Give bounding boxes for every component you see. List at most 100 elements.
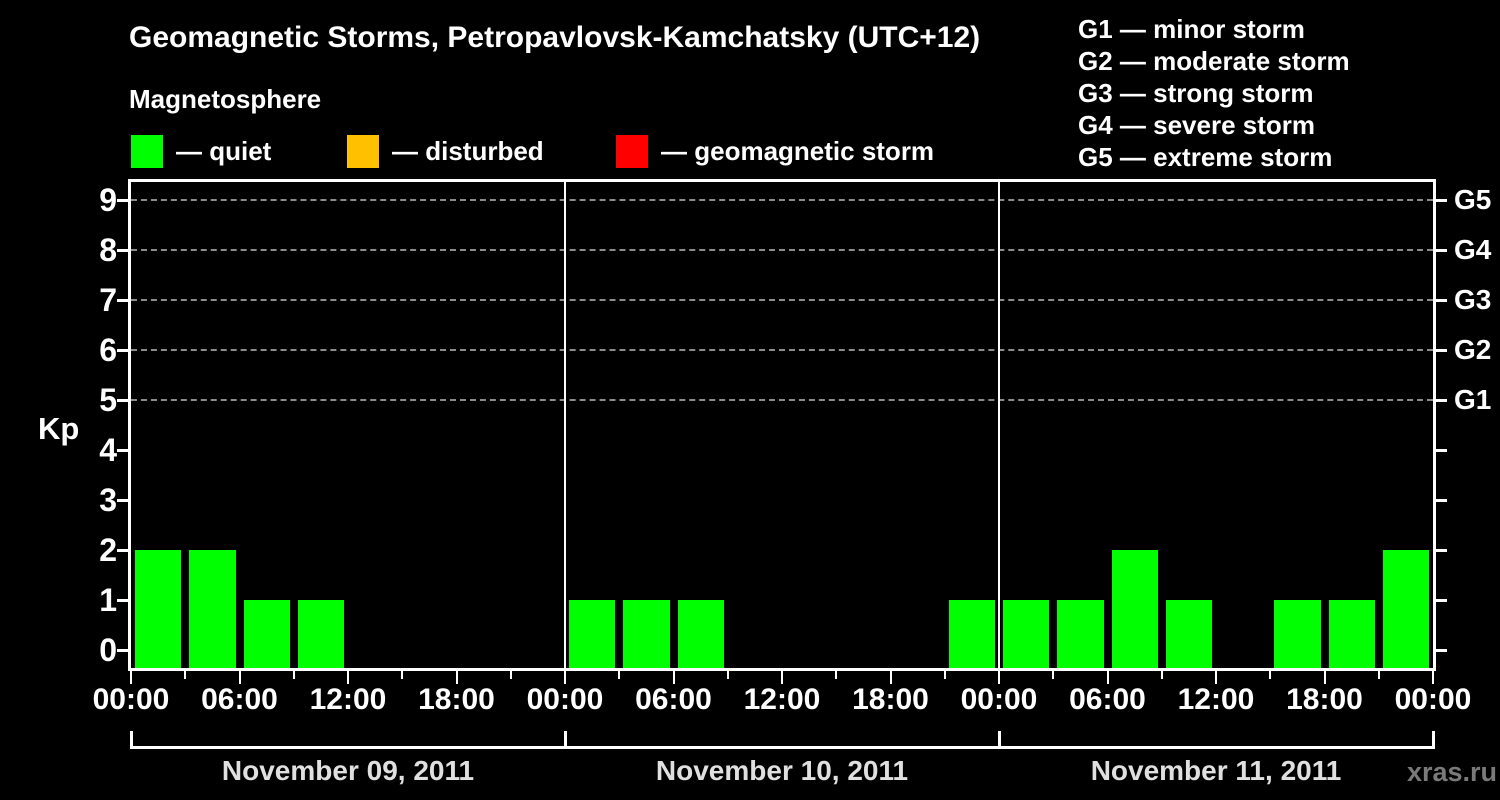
- y-axis-tick-left: [117, 649, 128, 652]
- x-axis-time-label: 06:00: [201, 683, 278, 716]
- legend-item-label: — geomagnetic storm: [661, 135, 935, 166]
- x-axis-time-label: 18:00: [1286, 683, 1363, 716]
- right-axis-g-label: G3: [1454, 284, 1492, 315]
- x-axis-tick: [1377, 671, 1380, 679]
- x-axis-tick: [1323, 671, 1326, 684]
- kp-bar: [297, 600, 344, 668]
- date-bracket-riser: [130, 731, 133, 749]
- y-axis-tick-right: [1436, 199, 1447, 202]
- y-axis-label: 8: [99, 232, 117, 268]
- y-axis-tick-left: [117, 399, 128, 402]
- x-axis-tick: [184, 671, 187, 679]
- y-axis-tick-left: [117, 249, 128, 252]
- g-scale-legend: G1 — minor storm G2 — moderate storm G3 — …: [1078, 13, 1350, 173]
- day-separator: [998, 182, 1000, 668]
- plot-area: [128, 179, 1436, 671]
- x-axis-tick: [564, 671, 566, 684]
- x-axis-time-label: 00:00: [1394, 683, 1472, 716]
- disturbed-color-swatch: [347, 134, 379, 168]
- kp-bar: [1165, 600, 1212, 668]
- x-axis-tick: [889, 671, 892, 684]
- x-axis-tick: [238, 671, 241, 684]
- x-axis-tick: [401, 671, 404, 679]
- y-axis-tick-left: [117, 299, 128, 302]
- g-scale-legend-item: G3 — strong storm: [1078, 78, 1314, 108]
- y-axis-tick-left: [117, 199, 128, 202]
- y-axis-tick-right: [1436, 349, 1447, 352]
- kp-bar: [948, 600, 995, 668]
- kp-bar: [1003, 600, 1050, 668]
- gridline-kp-5: [131, 399, 1433, 401]
- date-bracket-riser: [998, 731, 1001, 749]
- right-axis-g-label: G5: [1454, 184, 1492, 215]
- g-scale-legend-item: G5 — extreme storm: [1078, 142, 1333, 172]
- g-scale-legend-item: G4 — severe storm: [1078, 110, 1316, 140]
- x-axis-time-label: 18:00: [852, 683, 929, 716]
- date-label: November 11, 2011: [1090, 755, 1342, 786]
- gridline-kp-6: [131, 349, 1433, 351]
- kp-bar: [1274, 600, 1321, 668]
- y-axis-label: 7: [99, 282, 117, 318]
- x-axis-tick: [1052, 671, 1055, 679]
- x-axis-time-label: 00:00: [960, 683, 1038, 716]
- legend-item-quiet: — quiet: [131, 134, 271, 168]
- kp-bar: [1382, 550, 1429, 668]
- x-axis-time-label: 18:00: [418, 683, 495, 716]
- date-label: November 09, 2011: [221, 755, 475, 786]
- x-axis-tick: [1160, 671, 1163, 679]
- x-axis-time-label: 12:00: [1177, 683, 1255, 716]
- date-bracket-riser: [564, 731, 567, 749]
- x-axis-tick: [726, 671, 729, 679]
- x-axis-time-label: 00:00: [92, 683, 170, 716]
- x-axis-time-label: 12:00: [309, 683, 387, 716]
- x-axis-tick: [1106, 671, 1109, 684]
- kp-bar: [1057, 600, 1104, 668]
- right-axis-g-label: G2: [1454, 334, 1492, 365]
- x-axis-tick: [943, 671, 946, 679]
- y-axis-label: 6: [99, 332, 117, 368]
- x-axis-tick: [347, 671, 349, 684]
- date-bracket-riser: [1432, 731, 1435, 749]
- y-axis-tick-left: [117, 349, 128, 352]
- legend-item-geomagnetic-storm: — geomagnetic storm: [616, 134, 934, 168]
- y-axis-tick-right: [1436, 599, 1447, 602]
- x-axis-tick: [781, 671, 783, 684]
- y-axis-label: 1: [99, 582, 117, 618]
- x-axis-tick: [1432, 671, 1434, 684]
- legend-item-disturbed: — disturbed: [347, 134, 544, 168]
- y-axis-tick-left: [117, 549, 128, 552]
- kp-bar: [623, 600, 670, 668]
- x-axis-tick: [618, 671, 621, 679]
- y-axis-tick-left: [117, 449, 128, 452]
- y-axis-tick-right: [1436, 299, 1447, 302]
- y-axis-tick-right: [1436, 499, 1447, 502]
- x-axis-time-label: 12:00: [743, 683, 821, 716]
- legend-item-label: — quiet: [176, 135, 272, 166]
- x-axis-tick: [509, 671, 512, 679]
- day-separator: [564, 182, 566, 668]
- date-bracket: [131, 746, 1433, 749]
- y-axis-tick-right: [1436, 449, 1447, 452]
- kp-bar: [1111, 550, 1158, 668]
- x-axis-tick: [835, 671, 838, 679]
- y-axis-label: 4: [99, 432, 117, 468]
- y-axis-tick-right: [1436, 549, 1447, 552]
- x-axis-time-label: 06:00: [1069, 683, 1146, 716]
- y-axis-label: 9: [99, 182, 117, 218]
- x-axis-tick: [998, 671, 1000, 684]
- g-scale-legend-item: G1 — minor storm: [1078, 14, 1305, 44]
- x-axis-tick: [130, 671, 132, 684]
- x-axis-tick: [455, 671, 458, 684]
- x-axis-tick: [1269, 671, 1272, 679]
- kp-bar: [135, 550, 182, 668]
- kp-bar: [1328, 600, 1375, 668]
- x-axis-tick: [1215, 671, 1217, 684]
- date-label: November 10, 2011: [655, 755, 909, 786]
- y-axis-tick-right: [1436, 399, 1447, 402]
- legend-item-label: — disturbed: [392, 135, 544, 166]
- watermark: xras.ru: [1406, 757, 1497, 787]
- x-axis-time-label: 06:00: [635, 683, 712, 716]
- y-axis-label: 3: [99, 482, 117, 518]
- x-axis-time-label: 00:00: [526, 683, 604, 716]
